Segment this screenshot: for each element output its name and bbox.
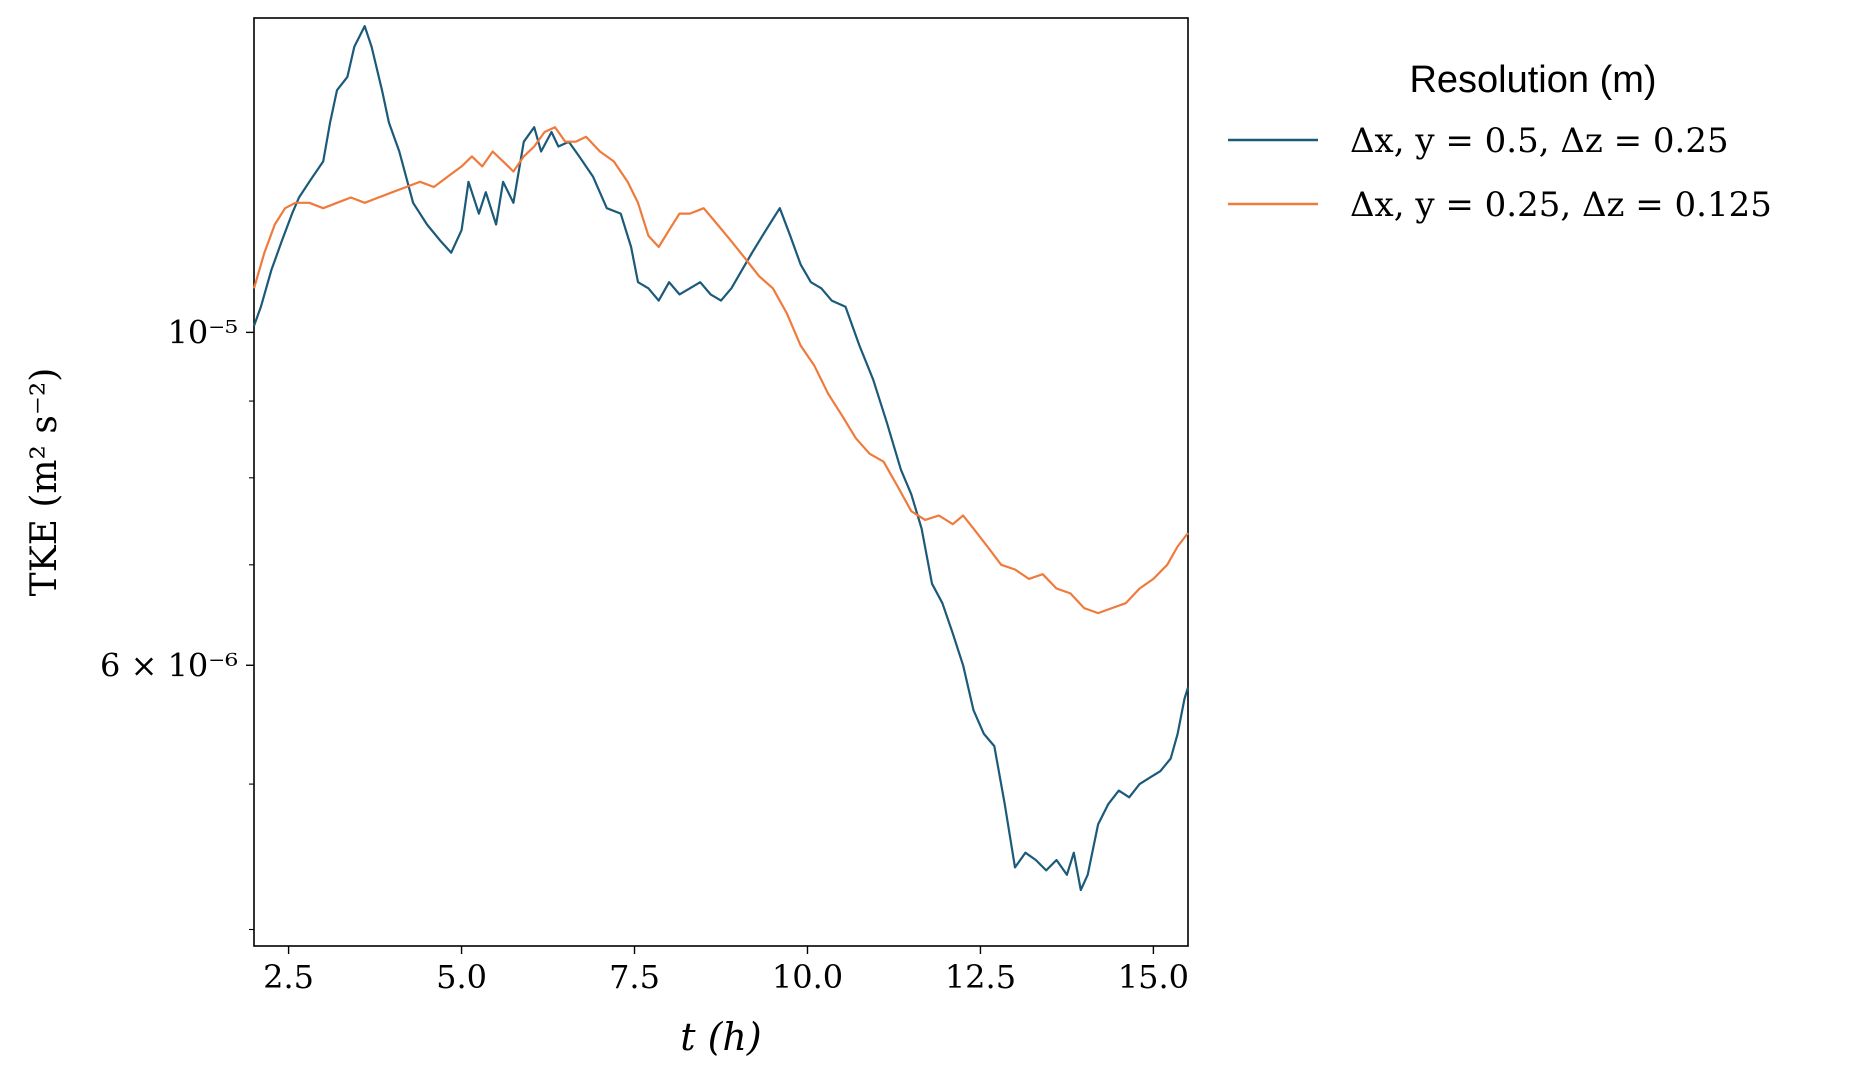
x-tick-label: 12.5 [945, 958, 1016, 996]
x-tick-label: 15.0 [1118, 958, 1189, 996]
x-tick-label: 5.0 [436, 958, 487, 996]
legend: Resolution (m) Δx, y = 0.5, Δz = 0.25Δx,… [1228, 59, 1772, 225]
legend-label: Δx, y = 0.5, Δz = 0.25 [1350, 121, 1729, 161]
legend-entry: Δx, y = 0.5, Δz = 0.25 [1228, 121, 1729, 161]
y-tick-label: 6 × 10⁻⁶ [100, 646, 238, 684]
plot-area: 2.5 5.0 7.5 10.0 12.5 15.0 10⁻⁵ 6 × 10⁻⁶ [100, 17, 1190, 996]
x-tick-label: 7.5 [609, 958, 660, 996]
series-line-2 [252, 126, 1189, 615]
series-line-1 [252, 25, 1190, 892]
legend-entry: Δx, y = 0.25, Δz = 0.125 [1228, 185, 1772, 225]
legend-label: Δx, y = 0.25, Δz = 0.125 [1350, 185, 1772, 225]
x-tick-label: 10.0 [772, 958, 843, 996]
x-tick-label: 2.5 [263, 958, 314, 996]
legend-entries: Δx, y = 0.5, Δz = 0.25 Δx, y = 0.25, Δz =… [1228, 121, 1772, 225]
legend-title: Resolution (m) [1409, 59, 1656, 101]
x-axis-label: t (h) [680, 1015, 761, 1059]
x-axis-ticks: 2.5 5.0 7.5 10.0 12.5 15.0 [263, 946, 1189, 996]
series-layer [252, 25, 1190, 892]
y-axis-ticks: 10⁻⁵ 6 × 10⁻⁶ [100, 313, 254, 931]
y-tick-label: 10⁻⁵ [168, 313, 238, 351]
y-axis-label: TKE (m² s⁻²) [24, 368, 65, 597]
axes-frame [253, 17, 1189, 947]
